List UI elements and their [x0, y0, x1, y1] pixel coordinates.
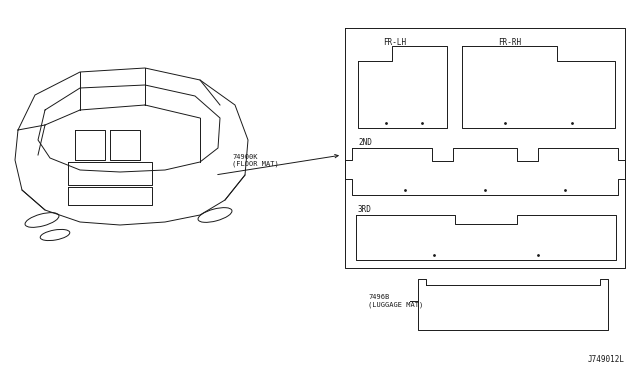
- Text: 74900K: 74900K: [232, 154, 257, 160]
- Text: (LUGGAGE MAT): (LUGGAGE MAT): [368, 302, 423, 308]
- Text: 3RD: 3RD: [358, 205, 372, 214]
- Text: FR-RH: FR-RH: [499, 38, 522, 47]
- Text: 7496B: 7496B: [368, 294, 389, 300]
- Text: 2ND: 2ND: [358, 138, 372, 147]
- Text: (FLOOR MAT): (FLOOR MAT): [232, 160, 279, 167]
- Text: FR-LH: FR-LH: [383, 38, 406, 47]
- Text: J749012L: J749012L: [588, 355, 625, 364]
